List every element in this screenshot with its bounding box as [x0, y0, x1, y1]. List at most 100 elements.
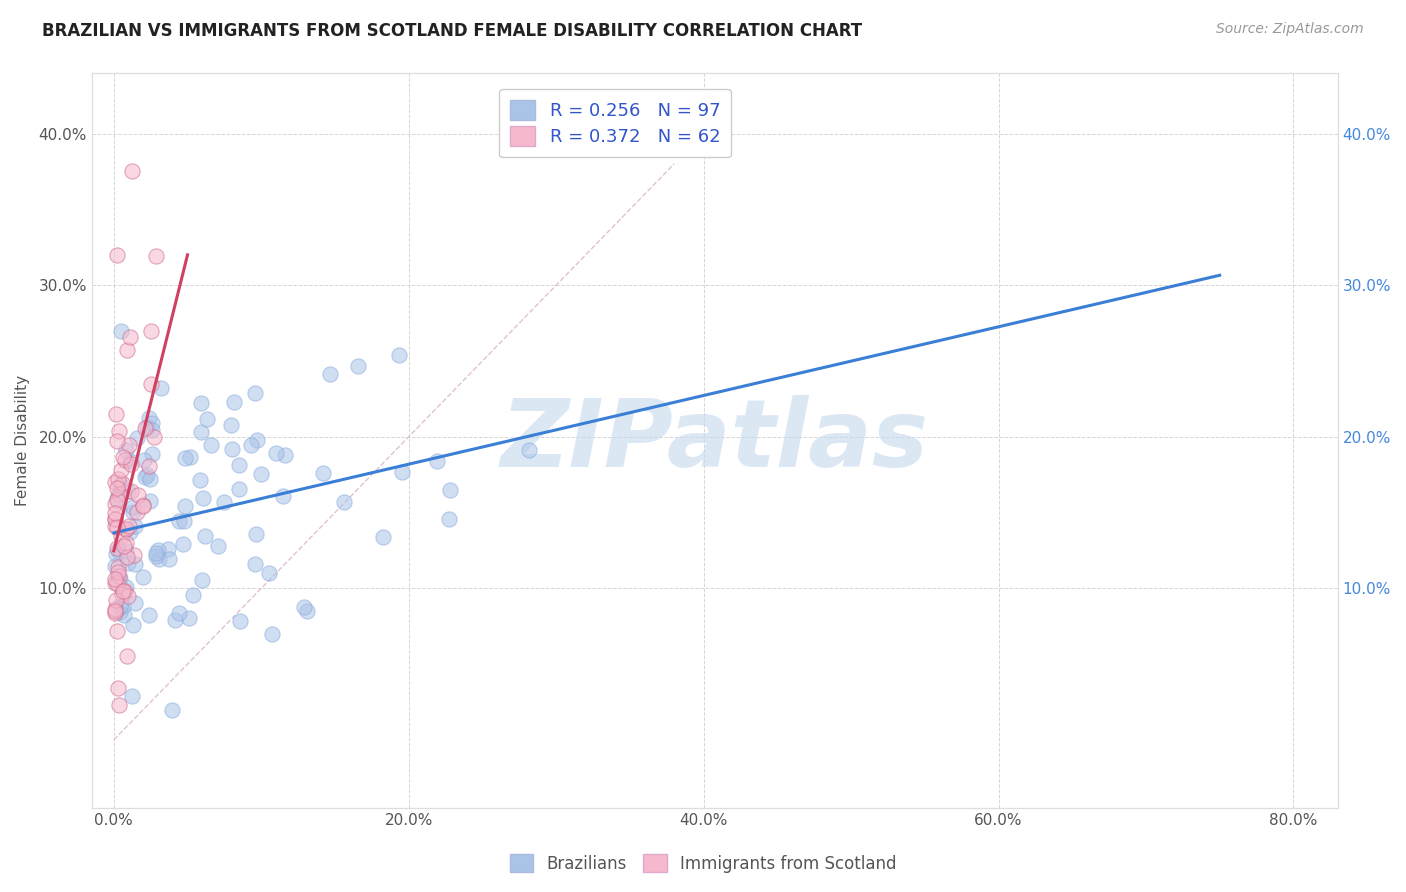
Point: [118, 438, 141, 452]
Point: [245, 386, 267, 401]
Point: [117, 589, 139, 603]
Point: [165, 614, 187, 628]
Point: [228, 482, 250, 496]
Point: [229, 614, 252, 628]
Point: [243, 557, 266, 571]
Point: [333, 495, 356, 509]
Point: [122, 505, 145, 519]
Point: [125, 505, 148, 519]
Point: [120, 453, 142, 467]
Point: [145, 546, 167, 560]
Point: [169, 514, 191, 528]
Point: [115, 536, 138, 550]
Point: [117, 649, 139, 664]
Point: [120, 483, 142, 498]
Point: [108, 569, 131, 583]
Point: [111, 599, 134, 613]
Point: [193, 529, 215, 543]
Point: [264, 446, 287, 460]
Point: [103, 497, 125, 511]
Point: [104, 547, 127, 561]
Point: [117, 519, 139, 533]
Point: [104, 558, 127, 573]
Point: [172, 537, 194, 551]
Point: [146, 543, 169, 558]
Point: [149, 381, 172, 395]
Point: [122, 618, 145, 632]
Point: [134, 421, 156, 435]
Point: [371, 530, 394, 544]
Point: [104, 604, 127, 618]
Point: [245, 527, 267, 541]
Point: [112, 450, 135, 465]
Point: [131, 569, 153, 583]
Point: [117, 483, 139, 498]
Legend: Brazilians, Immigrants from Scotland: Brazilians, Immigrants from Scotland: [503, 847, 903, 880]
Point: [107, 681, 129, 696]
Point: [110, 463, 132, 477]
Point: [134, 470, 156, 484]
Point: [142, 430, 165, 444]
Point: [110, 324, 132, 338]
Point: [108, 425, 131, 439]
Point: [127, 488, 149, 502]
Point: [228, 458, 250, 472]
Point: [104, 593, 127, 607]
Point: [388, 348, 411, 362]
Point: [426, 453, 449, 467]
Point: [103, 602, 125, 616]
Point: [115, 522, 138, 536]
Point: [138, 472, 160, 486]
Point: [437, 512, 460, 526]
Point: [120, 524, 142, 539]
Point: [141, 423, 163, 437]
Point: [122, 500, 145, 515]
Point: [122, 548, 145, 562]
Point: [117, 549, 139, 564]
Point: [108, 572, 131, 586]
Point: [167, 606, 190, 620]
Point: [177, 610, 200, 624]
Point: [114, 544, 136, 558]
Point: [104, 573, 127, 587]
Point: [135, 468, 157, 483]
Point: [110, 605, 132, 619]
Text: ZIPatlas: ZIPatlas: [501, 394, 929, 486]
Point: [115, 580, 138, 594]
Point: [124, 557, 146, 571]
Point: [107, 566, 129, 580]
Point: [174, 499, 197, 513]
Point: [207, 539, 229, 553]
Point: [134, 452, 156, 467]
Point: [108, 487, 131, 501]
Point: [246, 434, 269, 448]
Point: [120, 458, 142, 472]
Point: [132, 499, 155, 513]
Point: [292, 600, 315, 615]
Point: [105, 575, 128, 590]
Point: [104, 506, 127, 520]
Point: [190, 425, 212, 439]
Point: [107, 542, 129, 557]
Point: [105, 624, 128, 639]
Point: [148, 551, 170, 566]
Point: [190, 396, 212, 410]
Point: [112, 607, 135, 622]
Point: [312, 466, 335, 480]
Point: [103, 576, 125, 591]
Point: [105, 491, 128, 505]
Point: [139, 376, 162, 391]
Point: [221, 442, 243, 456]
Point: [114, 522, 136, 536]
Point: [107, 569, 129, 583]
Point: [160, 702, 183, 716]
Point: [391, 466, 413, 480]
Point: [112, 584, 135, 599]
Point: [124, 597, 146, 611]
Point: [195, 411, 218, 425]
Point: [117, 557, 139, 571]
Point: [139, 324, 162, 338]
Point: [295, 604, 318, 618]
Point: [121, 164, 143, 178]
Point: [262, 627, 284, 641]
